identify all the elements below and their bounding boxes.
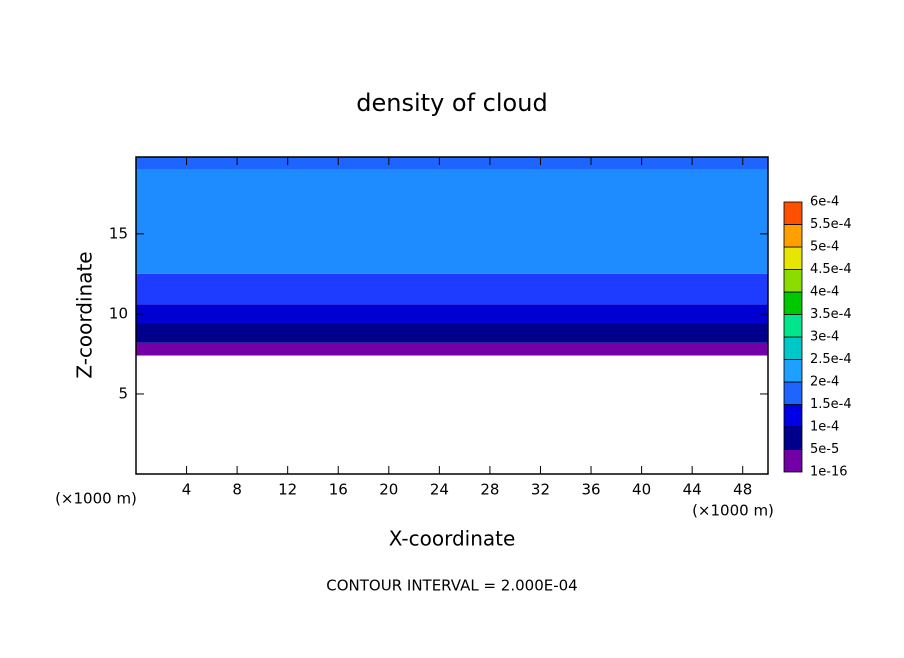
colorbar-label: 4e-4	[810, 285, 839, 300]
x-tick-label: 4	[182, 481, 192, 499]
colorbar-label: 4.5e-4	[810, 262, 852, 277]
x-unit-label: (×1000 m)	[692, 502, 774, 520]
colorbar-label: 3e-4	[810, 330, 839, 345]
x-axis-label: X-coordinate	[389, 527, 516, 551]
colorbar-label: 5e-4	[810, 240, 839, 255]
colorbar-swatch	[783, 381, 803, 405]
x-tick-label: 40	[632, 481, 651, 499]
x-tick-label: 16	[329, 481, 348, 499]
x-tick-label: 28	[480, 481, 499, 499]
colorbar-swatch	[783, 426, 803, 450]
y-axis-label: Z-coordinate	[73, 251, 97, 378]
colorbar-swatch	[783, 201, 803, 225]
x-unit-label: (×1000 m)	[55, 490, 137, 508]
colorbar-label: 1e-16	[810, 465, 848, 480]
colorbar-label: 1.5e-4	[810, 397, 852, 412]
colorbar-swatch	[783, 314, 803, 338]
colorbar-swatch	[783, 291, 803, 315]
colorbar-swatch	[783, 449, 803, 473]
x-tick-label: 32	[531, 481, 550, 499]
x-tick-label: 12	[278, 481, 297, 499]
colorbar-swatch	[783, 269, 803, 293]
contour-band	[136, 273, 768, 305]
colorbar-label: 3.5e-4	[810, 307, 852, 322]
plot-frame	[135, 156, 769, 475]
chart-title: density of cloud	[356, 89, 547, 117]
colorbar-label: 6e-4	[810, 195, 839, 210]
colorbar-label: 2.5e-4	[810, 352, 852, 367]
x-tick-label: 24	[430, 481, 449, 499]
y-tick-label: 15	[109, 224, 128, 242]
contour-band	[136, 323, 768, 343]
colorbar-label: 1e-4	[810, 420, 839, 435]
colorbar-swatch	[783, 224, 803, 248]
x-tick-label: 48	[733, 481, 752, 499]
colorbar-label: 5e-5	[810, 442, 839, 457]
colorbar-swatch	[783, 404, 803, 428]
contour-band	[136, 169, 768, 274]
x-tick-label: 20	[379, 481, 398, 499]
colorbar-label: 2e-4	[810, 375, 839, 390]
colorbar-swatch	[783, 336, 803, 360]
colorbar-swatch	[783, 359, 803, 383]
y-tick-label: 10	[109, 304, 128, 322]
y-tick-label: 5	[118, 384, 128, 402]
contour-band	[136, 304, 768, 324]
x-tick-label: 36	[581, 481, 600, 499]
contour-band	[136, 342, 768, 356]
x-tick-label: 8	[232, 481, 242, 499]
colorbar-label: 5.5e-4	[810, 217, 852, 232]
x-tick-label: 44	[683, 481, 702, 499]
footnote: CONTOUR INTERVAL = 2.000E-04	[326, 577, 577, 595]
contour-band	[136, 157, 768, 170]
colorbar-swatch	[783, 246, 803, 270]
